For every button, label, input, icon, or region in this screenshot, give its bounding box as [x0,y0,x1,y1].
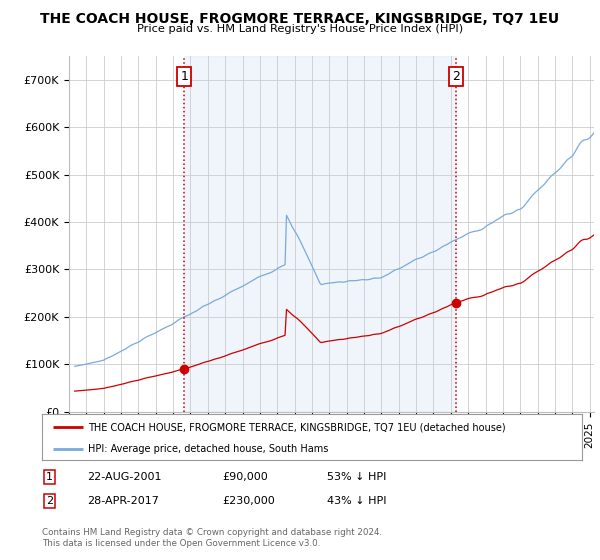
Text: Price paid vs. HM Land Registry's House Price Index (HPI): Price paid vs. HM Land Registry's House … [137,24,463,34]
Text: 1: 1 [46,472,53,482]
Text: 22-AUG-2001: 22-AUG-2001 [87,472,161,482]
Text: 1: 1 [181,70,188,83]
Text: THE COACH HOUSE, FROGMORE TERRACE, KINGSBRIDGE, TQ7 1EU (detached house): THE COACH HOUSE, FROGMORE TERRACE, KINGS… [88,422,506,432]
Text: 53% ↓ HPI: 53% ↓ HPI [327,472,386,482]
Text: 43% ↓ HPI: 43% ↓ HPI [327,496,386,506]
Bar [184,56,457,412]
Text: 2: 2 [46,496,53,506]
Text: 28-APR-2017: 28-APR-2017 [87,496,159,506]
Text: Contains HM Land Registry data © Crown copyright and database right 2024.
This d: Contains HM Land Registry data © Crown c… [42,528,382,548]
Text: £90,000: £90,000 [222,472,268,482]
Text: £230,000: £230,000 [222,496,275,506]
Text: HPI: Average price, detached house, South Hams: HPI: Average price, detached house, Sout… [88,444,328,454]
Text: THE COACH HOUSE, FROGMORE TERRACE, KINGSBRIDGE, TQ7 1EU: THE COACH HOUSE, FROGMORE TERRACE, KINGS… [40,12,560,26]
Text: 2: 2 [452,70,460,83]
